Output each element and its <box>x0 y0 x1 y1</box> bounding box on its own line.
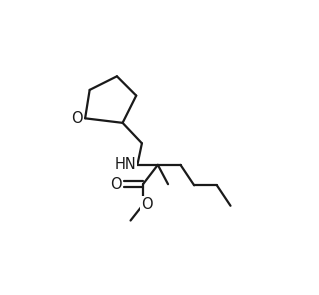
Text: O: O <box>141 197 153 212</box>
Text: HN: HN <box>115 157 136 172</box>
Text: O: O <box>110 177 122 192</box>
Text: O: O <box>71 111 82 126</box>
